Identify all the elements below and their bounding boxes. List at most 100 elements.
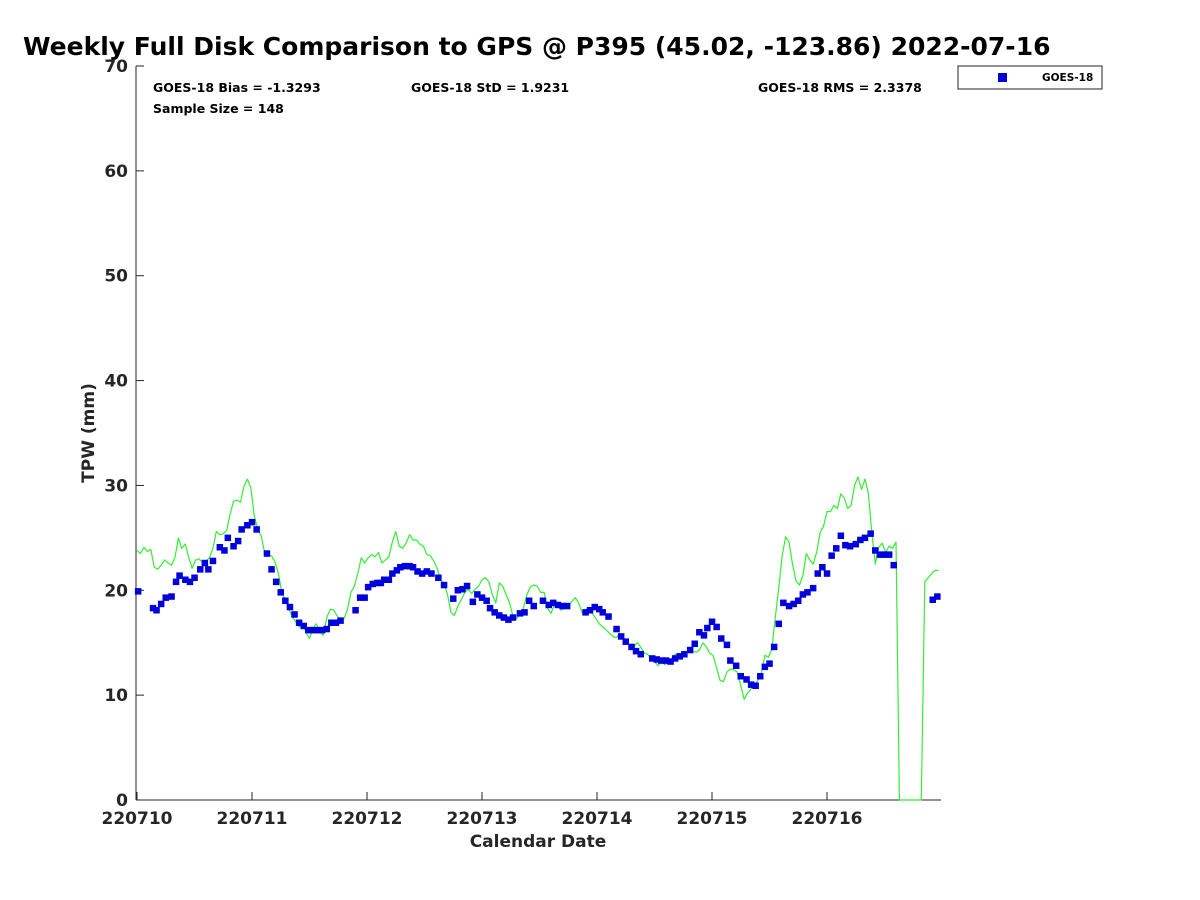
goes-18-point: [182, 576, 189, 583]
goes-18-point: [409, 564, 417, 571]
goes-18-point: [361, 594, 368, 601]
goes-18-point: [872, 547, 879, 554]
y-tick-label: 70: [104, 57, 128, 77]
goes-18-point: [737, 673, 744, 680]
goes-18-point: [605, 613, 612, 620]
goes-18-point: [505, 616, 512, 623]
goes-18-point: [708, 618, 716, 625]
goes-18-point: [224, 534, 232, 542]
goes-18-point: [176, 572, 183, 579]
goes-18-point: [628, 643, 635, 651]
goes-18-point: [599, 609, 606, 616]
goes-18-point: [454, 587, 462, 594]
goes-18-point: [401, 562, 409, 570]
x-ticks: 220710 220711 220712 220713 220714 220715 2207…: [102, 792, 862, 829]
y-tick-label: 40: [104, 372, 128, 392]
goes-18-point: [328, 619, 335, 626]
goes-18-point: [496, 612, 503, 619]
y-axis-label: TPW (mm): [79, 383, 99, 483]
goes-18-point: [752, 682, 759, 689]
stats-annotations: GOES-18 Bias = -1.3293 GOES-18 StD = 1.9…: [153, 80, 922, 116]
goes-18-point: [718, 635, 725, 642]
goes-18-point: [671, 655, 679, 662]
goes-18-point: [474, 591, 481, 598]
goes-18-point: [374, 579, 381, 587]
goes-18-point: [286, 603, 294, 611]
goes-18-series: [134, 518, 941, 689]
goes-18-point: [814, 570, 821, 577]
goes-18-point: [747, 681, 755, 688]
y-ticks: 0 10 20 30 40 50 60 70: [104, 57, 144, 811]
goes-18-point: [300, 622, 307, 630]
y-tick-label: 0: [116, 791, 128, 811]
x-tick-label: 220712: [332, 809, 403, 829]
goes-18-point: [691, 640, 698, 647]
goes-18-point: [216, 544, 224, 551]
goes-18-point: [272, 578, 280, 586]
goes-18-point: [191, 574, 198, 581]
goes-18-point: [876, 551, 884, 558]
goes-18-point: [653, 656, 660, 663]
goes-18-point: [309, 626, 317, 634]
goes-18-point: [563, 602, 571, 610]
goes-18-point: [221, 547, 228, 554]
goes-18-point: [799, 591, 807, 598]
goes-18-point: [667, 658, 674, 665]
goes-18-point: [516, 610, 524, 617]
goes-18-point: [591, 603, 598, 611]
goes-18-point: [649, 655, 656, 662]
goes-18-point: [318, 626, 326, 634]
goes-18-point: [364, 583, 372, 591]
goes-18-point: [248, 518, 256, 526]
goes-18-point: [525, 597, 533, 604]
goes-18-point: [550, 599, 557, 607]
goes-18-point: [282, 597, 289, 604]
goes-18-point: [934, 593, 941, 600]
goes-18-point: [867, 530, 874, 537]
goes-18-point: [268, 566, 275, 573]
goes-18-point: [244, 522, 251, 529]
x-tick-label: 220710: [102, 809, 173, 829]
goes-18-point: [478, 594, 486, 601]
y-tick-label: 50: [104, 267, 128, 287]
goes-18-point: [554, 601, 562, 609]
goes-18-point: [775, 620, 782, 628]
goes-18-point: [486, 604, 494, 612]
goes-18-point: [209, 557, 217, 565]
goes-18-point: [713, 623, 720, 631]
stat-sample-size: Sample Size = 148: [153, 101, 284, 116]
legend: GOES-18: [957, 65, 1103, 90]
x-tick-label: 220715: [677, 809, 748, 829]
goes-18-point: [761, 663, 769, 671]
y-tick-label: 20: [104, 581, 128, 601]
stat-rms: GOES-18 RMS = 2.3378: [758, 80, 922, 95]
goes-18-point: [277, 589, 284, 596]
goes-18-point: [238, 526, 245, 533]
goes-18-point: [686, 646, 694, 654]
goes-18-point: [809, 584, 817, 592]
goes-18-point: [819, 564, 826, 571]
goes-18-point: [323, 625, 330, 633]
goes-18-point: [253, 526, 260, 533]
goes-18-point: [696, 629, 703, 636]
goes-18-point: [186, 578, 194, 586]
gps-line: [136, 476, 939, 801]
goes-18-point: [337, 617, 344, 624]
goes-18-point: [205, 566, 212, 573]
goes-18-point: [723, 641, 731, 649]
goes-18-point: [770, 643, 778, 651]
goes-18-point: [846, 543, 854, 550]
legend-box: [957, 65, 1103, 90]
goes-18-point: [389, 570, 396, 577]
goes-18-point: [885, 551, 893, 558]
goes-18-point: [622, 638, 629, 645]
goes-18-point: [596, 605, 603, 613]
goes-18-point: [632, 647, 640, 655]
goes-18-point: [766, 660, 773, 667]
goes-18-point: [172, 578, 180, 586]
goes-18-point: [662, 657, 670, 664]
goes-18-point: [197, 566, 204, 573]
goes-18-point: [857, 536, 864, 544]
goes-18-point: [377, 579, 385, 587]
